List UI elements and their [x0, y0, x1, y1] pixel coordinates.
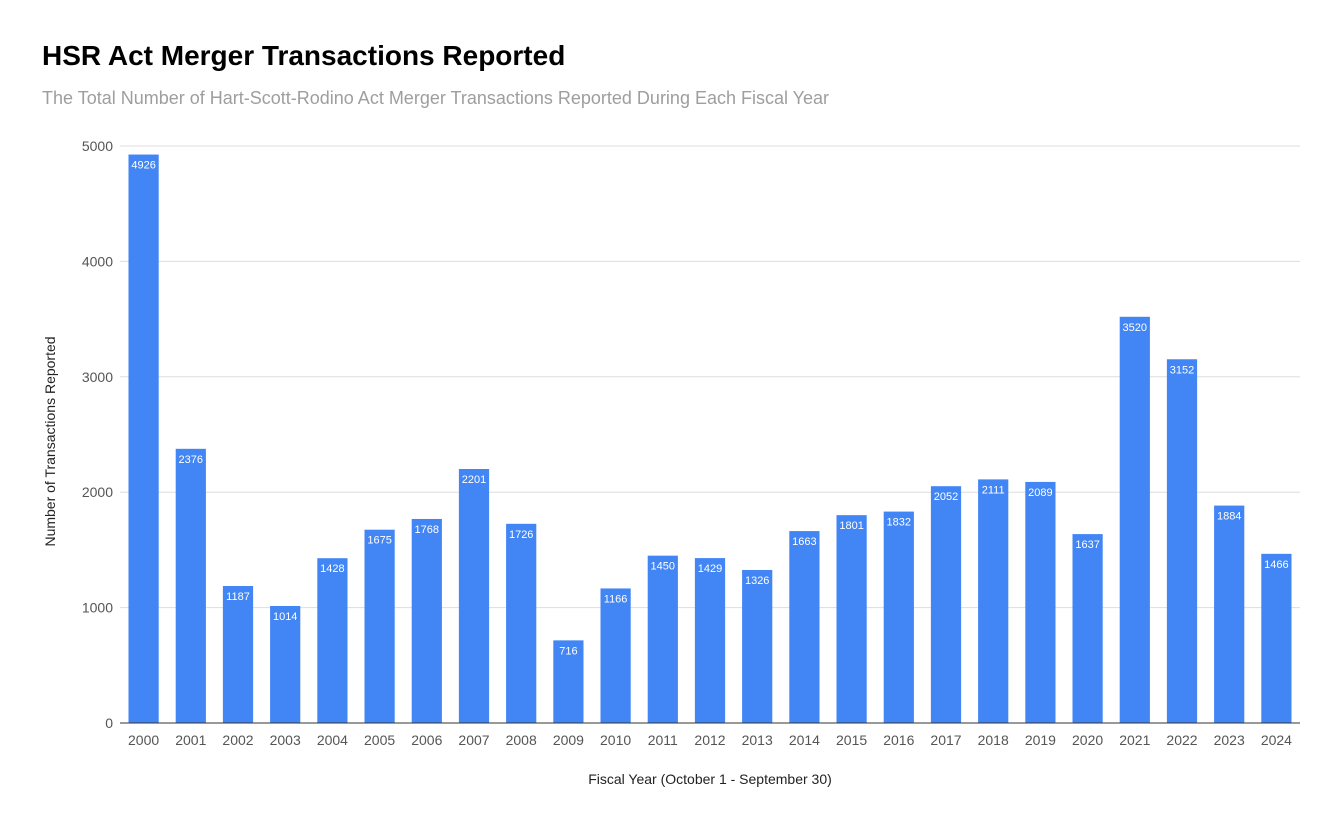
x-tick-label: 2013: [742, 732, 773, 748]
x-tick-label: 2020: [1072, 732, 1103, 748]
x-tick-label: 2008: [506, 732, 537, 748]
bar-value-label: 1663: [792, 536, 816, 548]
bar: [1025, 481, 1056, 723]
bar: [1166, 359, 1198, 723]
bar-value-label: 2052: [934, 491, 958, 503]
bar-value-label: 2201: [462, 474, 486, 486]
x-axis-ticks: 2000 2001 2002 2003 2004 2005 2006 2007 2008 2009…: [128, 732, 1292, 748]
bar-value-label: 2376: [179, 454, 203, 466]
chart-title: HSR Act Merger Transactions Reported: [42, 40, 566, 71]
bar-value-label: 4926: [131, 160, 155, 172]
bar: [411, 518, 442, 723]
bar-value-label: 1166: [604, 593, 628, 605]
y-axis-ticks: 0 1000 2000 3000 4000 5000: [82, 138, 113, 731]
bar-value-label: 1832: [887, 517, 911, 529]
bar: [175, 448, 206, 723]
x-tick-label: 2023: [1214, 732, 1245, 748]
bar-value-label: 2089: [1028, 487, 1052, 499]
bar: [836, 515, 867, 723]
bar: [222, 586, 254, 723]
x-tick-label: 2022: [1166, 732, 1197, 748]
bar-value-label: 1768: [415, 524, 439, 536]
bar-value-label: 1450: [651, 561, 675, 573]
bars: 4926 2376 1187 1014 1428 1675 1768 2201 1726 716 1…: [128, 154, 1292, 723]
y-axis-label: Number of Transactions Reported: [42, 336, 58, 546]
x-tick-label: 2017: [930, 732, 961, 748]
x-tick-label: 2014: [789, 732, 820, 748]
x-tick-label: 2000: [128, 732, 159, 748]
x-tick-label: 2012: [694, 732, 725, 748]
bar-value-label: 3520: [1123, 322, 1147, 334]
x-tick-label: 2006: [411, 732, 442, 748]
x-tick-label: 2005: [364, 732, 395, 748]
x-tick-label: 2004: [317, 732, 348, 748]
x-tick-label: 2015: [836, 732, 867, 748]
x-tick-label: 2016: [883, 732, 914, 748]
x-tick-label: 2001: [175, 732, 206, 748]
bar-value-label: 2111: [982, 484, 1005, 496]
bar: [128, 154, 159, 723]
y-tick-label: 5000: [82, 138, 113, 154]
x-tick-label: 2018: [978, 732, 1009, 748]
bar: [694, 558, 726, 723]
bar: [1261, 553, 1292, 723]
bar: [458, 469, 490, 723]
x-tick-label: 2007: [458, 732, 489, 748]
x-tick-label: 2024: [1261, 732, 1292, 748]
bar: [600, 588, 631, 723]
bar: [883, 511, 914, 723]
bar-value-label: 1187: [226, 591, 250, 603]
bar-value-label: 1466: [1264, 559, 1288, 571]
bar: [364, 529, 395, 723]
x-tick-label: 2009: [553, 732, 584, 748]
bar-value-label: 1801: [839, 520, 863, 532]
bar: [742, 569, 773, 723]
bar: [1214, 505, 1245, 723]
bar-value-label: 1884: [1217, 511, 1241, 523]
bar: [647, 555, 678, 723]
bar-value-label: 1429: [698, 563, 722, 575]
y-tick-label: 4000: [82, 253, 113, 269]
bar-value-label: 3152: [1170, 364, 1194, 376]
bar: [1072, 534, 1103, 723]
x-axis-label: Fiscal Year (October 1 - September 30): [588, 771, 832, 787]
x-tick-label: 2019: [1025, 732, 1056, 748]
chart-subtitle: The Total Number of Hart-Scott-Rodino Ac…: [42, 88, 830, 108]
bar: [317, 558, 348, 723]
bar: [506, 523, 537, 723]
y-tick-label: 0: [105, 715, 113, 731]
x-tick-label: 2002: [222, 732, 253, 748]
bar: [789, 531, 820, 723]
x-tick-label: 2021: [1119, 732, 1150, 748]
x-tick-label: 2011: [648, 732, 678, 748]
bar-value-label: 1014: [273, 611, 297, 623]
y-tick-label: 3000: [82, 369, 113, 385]
y-tick-label: 1000: [82, 600, 113, 616]
bar: [270, 605, 301, 723]
bar-value-label: 1726: [509, 529, 533, 541]
bar: [930, 486, 962, 723]
bar-value-label: 1637: [1075, 539, 1099, 551]
bar: [1119, 316, 1150, 723]
bar-value-label: 1428: [320, 563, 344, 575]
bar-value-label: 1326: [745, 575, 769, 587]
bar-value-label: 1675: [367, 535, 391, 547]
x-tick-label: 2010: [600, 732, 631, 748]
x-tick-label: 2003: [270, 732, 301, 748]
bar: [978, 479, 1009, 723]
bar-value-label: 716: [559, 645, 577, 657]
bar: [553, 640, 584, 723]
y-tick-label: 2000: [82, 484, 113, 500]
